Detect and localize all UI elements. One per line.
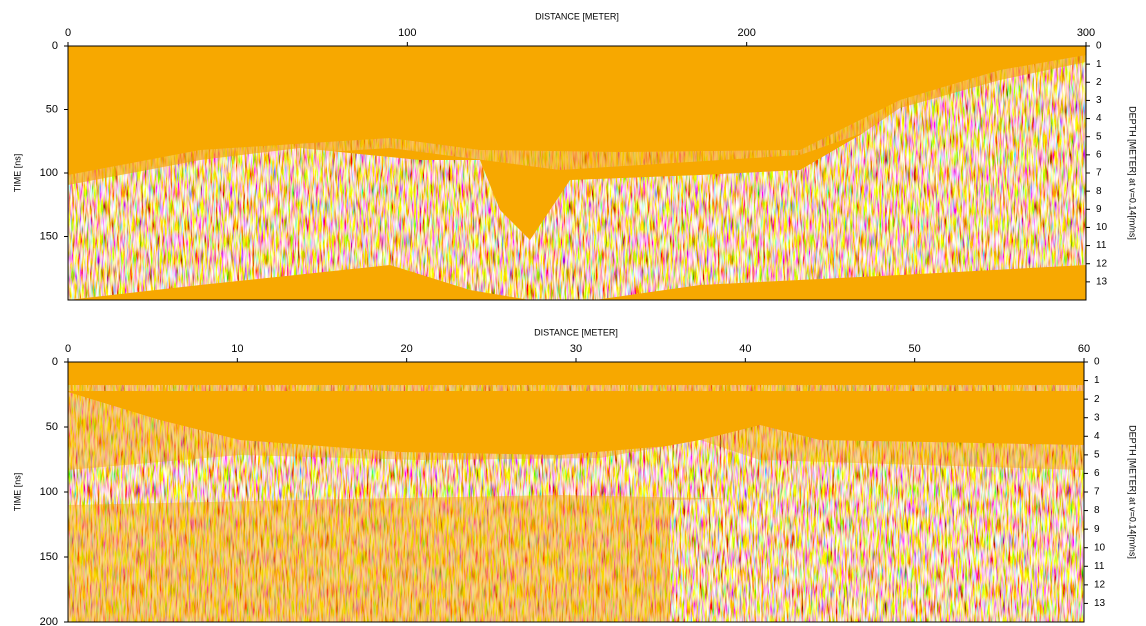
- y-tick-label: 50: [46, 421, 58, 433]
- y2-tick-label: 7: [1094, 487, 1100, 498]
- y2-tick-label: 4: [1094, 431, 1100, 442]
- y-tick-label: 150: [40, 551, 58, 563]
- y-tick-label: 100: [40, 486, 58, 498]
- reflector-zone: [68, 440, 1084, 505]
- y2-tick-label: 3: [1094, 412, 1100, 423]
- y2-tick-label: 2: [1096, 77, 1102, 88]
- y-axis-title: TIME [ns]: [12, 154, 22, 193]
- x-tick-label: 0: [65, 343, 71, 355]
- y2-tick-label: 13: [1096, 276, 1108, 287]
- y2-tick-label: 8: [1094, 505, 1100, 516]
- y-tick-label: 100: [40, 167, 58, 179]
- reflector-zone: [68, 62, 1086, 300]
- y2-tick-label: 6: [1096, 149, 1102, 160]
- x-tick-label: 50: [909, 343, 921, 355]
- reflector-zone: [670, 490, 1084, 622]
- y2-tick-label: 12: [1096, 258, 1108, 269]
- surface-reflector: [68, 385, 1084, 391]
- x-tick-label: 300: [1077, 27, 1095, 39]
- y2-tick-label: 9: [1096, 204, 1102, 215]
- y-tick-label: 0: [52, 356, 58, 368]
- y2-tick-label: 1: [1094, 375, 1100, 386]
- x-tick-label: 40: [739, 343, 751, 355]
- y2-tick-label: 11: [1096, 240, 1107, 251]
- y-tick-label: 0: [52, 40, 58, 52]
- y2-tick-label: 0: [1094, 357, 1100, 368]
- x-tick-label: 30: [570, 343, 582, 355]
- y2-tick-label: 1: [1096, 59, 1102, 70]
- y2-tick-label: 3: [1096, 95, 1102, 106]
- y2-tick-label: 8: [1096, 186, 1102, 197]
- x-tick-label: 100: [398, 27, 416, 39]
- y2-tick-label: 2: [1094, 394, 1100, 405]
- y2-tick-label: 5: [1094, 449, 1100, 460]
- radargram-image: [68, 362, 1084, 622]
- radargram-image: [68, 46, 1086, 300]
- x-tick-label: 10: [231, 343, 243, 355]
- y2-tick-label: 0: [1096, 41, 1102, 52]
- y2-tick-label: 6: [1094, 468, 1100, 479]
- y2-tick-label: 13: [1094, 598, 1106, 609]
- x-tick-label: 60: [1078, 343, 1090, 355]
- x-tick-label: 20: [401, 343, 413, 355]
- y-axis-title: TIME [ns]: [12, 473, 22, 512]
- x-axis-title: DISTANCE [METER]: [535, 11, 619, 21]
- y2-tick-label: 7: [1096, 168, 1102, 179]
- x-tick-label: 0: [65, 27, 71, 39]
- y2-axis-title: DEPTH [METER] at v=0.14[m/ns]: [1128, 106, 1138, 240]
- y2-axis-title: DEPTH [METER] at v=0.14[m/ns]: [1128, 425, 1138, 559]
- y-tick-label: 50: [46, 103, 58, 115]
- y-tick-label: 200: [40, 616, 58, 626]
- y2-tick-label: 10: [1096, 222, 1108, 233]
- y2-tick-label: 4: [1096, 113, 1102, 124]
- y2-tick-label: 11: [1094, 561, 1105, 572]
- x-tick-label: 200: [737, 27, 755, 39]
- y2-tick-label: 12: [1094, 579, 1106, 590]
- x-axis-title: DISTANCE [METER]: [534, 327, 618, 337]
- y2-tick-label: 10: [1094, 542, 1106, 553]
- y2-tick-label: 5: [1096, 131, 1102, 142]
- y-tick-label: 150: [40, 230, 58, 242]
- y2-tick-label: 9: [1094, 524, 1100, 535]
